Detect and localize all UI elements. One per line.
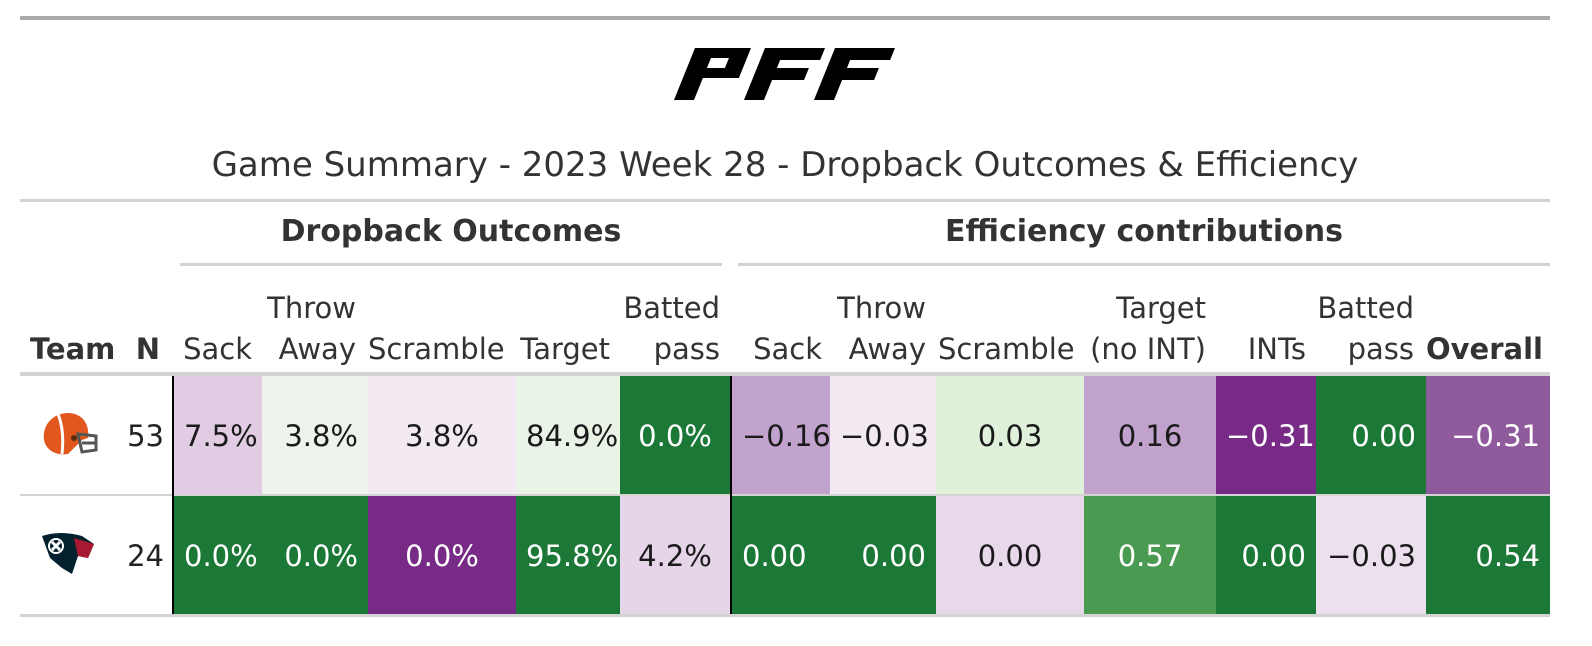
cell-outcome-target: 84.9%	[516, 376, 620, 495]
team-n: 53	[116, 376, 164, 495]
cell-eff-scramble: 0.03	[936, 376, 1084, 495]
cell-outcome-throw-away: 3.8%	[262, 376, 368, 495]
col-n: N	[116, 280, 160, 370]
col-outcome-target: Target	[516, 280, 610, 370]
spanner-dropback-outcomes: Dropback Outcomes	[180, 214, 722, 249]
cell-eff-batted-pass: 0.00	[1316, 376, 1426, 495]
col-outcome-sack: Sack	[174, 280, 252, 370]
cell-outcome-batted-pass: 4.2%	[620, 496, 730, 615]
cell-outcome-sack: 7.5%	[174, 376, 262, 495]
cell-eff-overall: −0.31	[1426, 376, 1550, 495]
col-eff-batted-pass: Batted pass	[1316, 280, 1414, 370]
spanner-line-efficiency	[738, 263, 1550, 266]
col-outcome-scramble: Scramble	[368, 280, 504, 370]
table-row: 53 7.5% 3.8% 3.8% 84.9% 0.0% −0.16 −0.03 0.03 0.…	[20, 376, 1550, 495]
cell-eff-throw-away: 0.00	[830, 496, 936, 615]
divider-team	[172, 376, 174, 614]
col-outcome-throw-away: Throw Away	[260, 280, 356, 370]
cell-outcome-scramble: 0.0%	[368, 496, 516, 615]
cell-eff-target-no-int: 0.57	[1084, 496, 1216, 615]
texans-bull-icon	[38, 528, 98, 578]
cell-outcome-sack: 0.0%	[174, 496, 262, 615]
pff-logo	[672, 48, 896, 100]
top-rule	[20, 16, 1550, 20]
cell-outcome-throw-away: 0.0%	[262, 496, 368, 615]
cell-outcome-target: 95.8%	[516, 496, 620, 615]
divider-outcomes	[730, 376, 732, 614]
cell-eff-scramble: 0.00	[936, 496, 1084, 615]
col-eff-throw-away: Throw Away	[830, 280, 926, 370]
cell-eff-throw-away: −0.03	[830, 376, 936, 495]
cell-eff-target-no-int: 0.16	[1084, 376, 1216, 495]
col-eff-scramble: Scramble	[938, 280, 1074, 370]
col-eff-overall: Overall	[1426, 280, 1540, 370]
table-title: Game Summary - 2023 Week 28 - Dropback O…	[20, 145, 1550, 185]
spanner-efficiency: Efficiency contributions	[738, 214, 1550, 249]
col-team: Team	[30, 280, 110, 370]
cell-eff-sack: 0.00	[732, 496, 830, 615]
col-eff-target-no-int: Target (no INT)	[1084, 280, 1206, 370]
cell-outcome-batted-pass: 0.0%	[620, 376, 730, 495]
browns-helmet-icon	[38, 410, 98, 460]
cell-eff-ints: 0.00	[1216, 496, 1316, 615]
col-eff-ints: INTs	[1216, 280, 1306, 370]
cell-eff-batted-pass: −0.03	[1316, 496, 1426, 615]
bottom-rule	[20, 614, 1550, 617]
col-outcome-batted-pass: Batted pass	[620, 280, 720, 370]
cell-eff-sack: −0.16	[732, 376, 830, 495]
cell-eff-ints: −0.31	[1216, 376, 1316, 495]
table-row: 24 0.0% 0.0% 0.0% 95.8% 4.2% 0.00 0.00 0.00 0.57…	[20, 496, 1550, 615]
team-n: 24	[116, 496, 164, 615]
cell-eff-overall: 0.54	[1426, 496, 1550, 615]
spanner-line-outcomes	[180, 263, 722, 266]
title-rule	[20, 199, 1550, 202]
col-eff-sack: Sack	[732, 280, 822, 370]
cell-outcome-scramble: 3.8%	[368, 376, 516, 495]
